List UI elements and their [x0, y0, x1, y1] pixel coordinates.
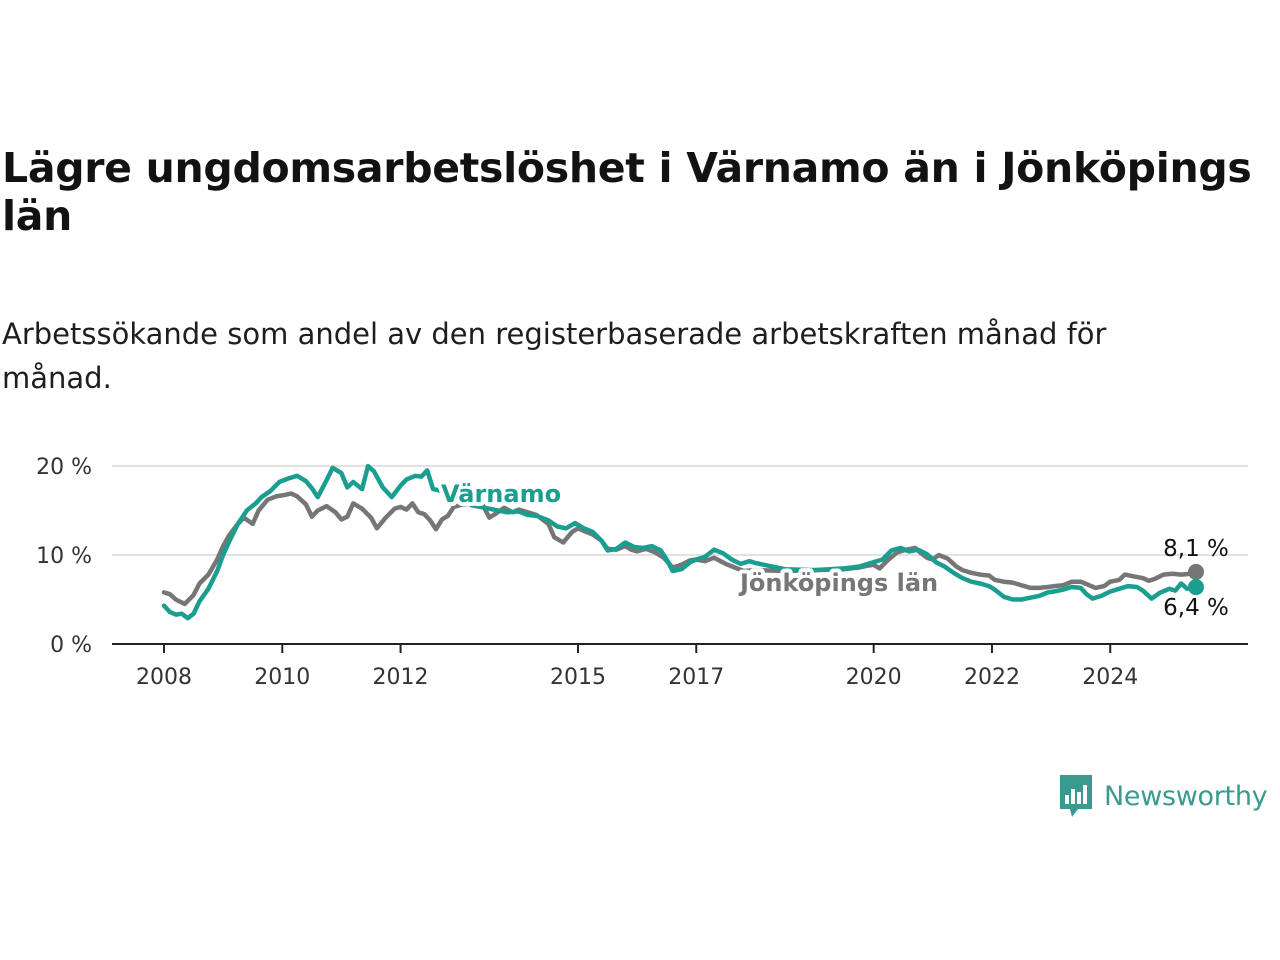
x-tick-label: 2012 [373, 665, 429, 690]
x-tick-label: 2022 [964, 665, 1020, 690]
series-label: Värnamo [441, 480, 561, 508]
series-end-marker [1188, 579, 1204, 596]
series-line-0 [161, 491, 1199, 607]
gridlines [112, 465, 1248, 556]
newsworthy-logo[interactable]: Newsworthy [1058, 773, 1268, 819]
series-end-label: 8,1 % [1163, 536, 1229, 562]
series-line-1 [161, 463, 1199, 621]
series-label-halo: Jönköpings län [738, 569, 938, 597]
x-tick-label: 2017 [668, 665, 724, 690]
series-label-halo: Värnamo [441, 480, 561, 508]
series-label: Jönköpings län [738, 569, 938, 597]
x-tick-label: 2024 [1082, 665, 1138, 690]
line-chart: 0 % 10 % 20 % 2008 2010 2012 2015 2017 2020 2022… [36, 455, 1248, 690]
y-tick-label: 20 % [36, 455, 92, 480]
newsworthy-bar-chart-icon [1060, 775, 1092, 817]
chart-subtitle: Arbetssökande som andel av den registerb… [2, 317, 1107, 395]
series-end-marker [1188, 563, 1204, 580]
x-tick-label: 2010 [254, 665, 310, 690]
x-axis: 2008 2010 2012 2015 2017 2020 2022 2024 [112, 643, 1248, 690]
y-tick-label: 0 % [50, 633, 92, 658]
y-tick-label: 10 % [36, 544, 92, 569]
series-end-label: 6,4 % [1163, 595, 1229, 621]
y-axis-tick-labels: 0 % 10 % 20 % [36, 455, 92, 658]
x-tick-label: 2020 [846, 665, 902, 690]
series-lines [161, 463, 1204, 621]
x-tick-label: 2008 [136, 665, 192, 690]
chart-title: Lägre ungdomsarbetslöshet i Värnamo än i… [2, 144, 1252, 240]
brand-name: Newsworthy [1104, 780, 1268, 812]
x-tick-label: 2015 [550, 665, 606, 690]
